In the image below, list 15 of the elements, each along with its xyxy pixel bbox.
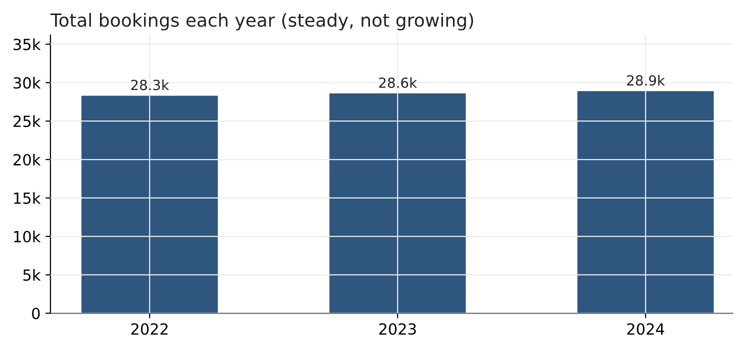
y-tick-label: 10k bbox=[14, 230, 41, 242]
data-label: 28.6k bbox=[379, 77, 418, 88]
data-label: 28.9k bbox=[627, 74, 666, 86]
x-tick-label: 2024 bbox=[627, 323, 664, 335]
x-tick-label: 2023 bbox=[379, 323, 416, 335]
y-tick-label: 5k bbox=[23, 269, 41, 281]
y-tick-label: 25k bbox=[14, 115, 41, 128]
y-tick-label: 30k bbox=[14, 76, 41, 89]
y-tick-label: 15k bbox=[14, 192, 41, 204]
y-tick-label: 35k bbox=[14, 38, 41, 50]
y-tick-label: 0 bbox=[32, 308, 40, 320]
y-tick-label: 20k bbox=[14, 154, 41, 166]
x-tick-label: 2022 bbox=[131, 323, 168, 335]
data-label: 28.3k bbox=[131, 80, 170, 90]
chart-title: Total bookings each year (steady, not growing) bbox=[50, 12, 474, 30]
